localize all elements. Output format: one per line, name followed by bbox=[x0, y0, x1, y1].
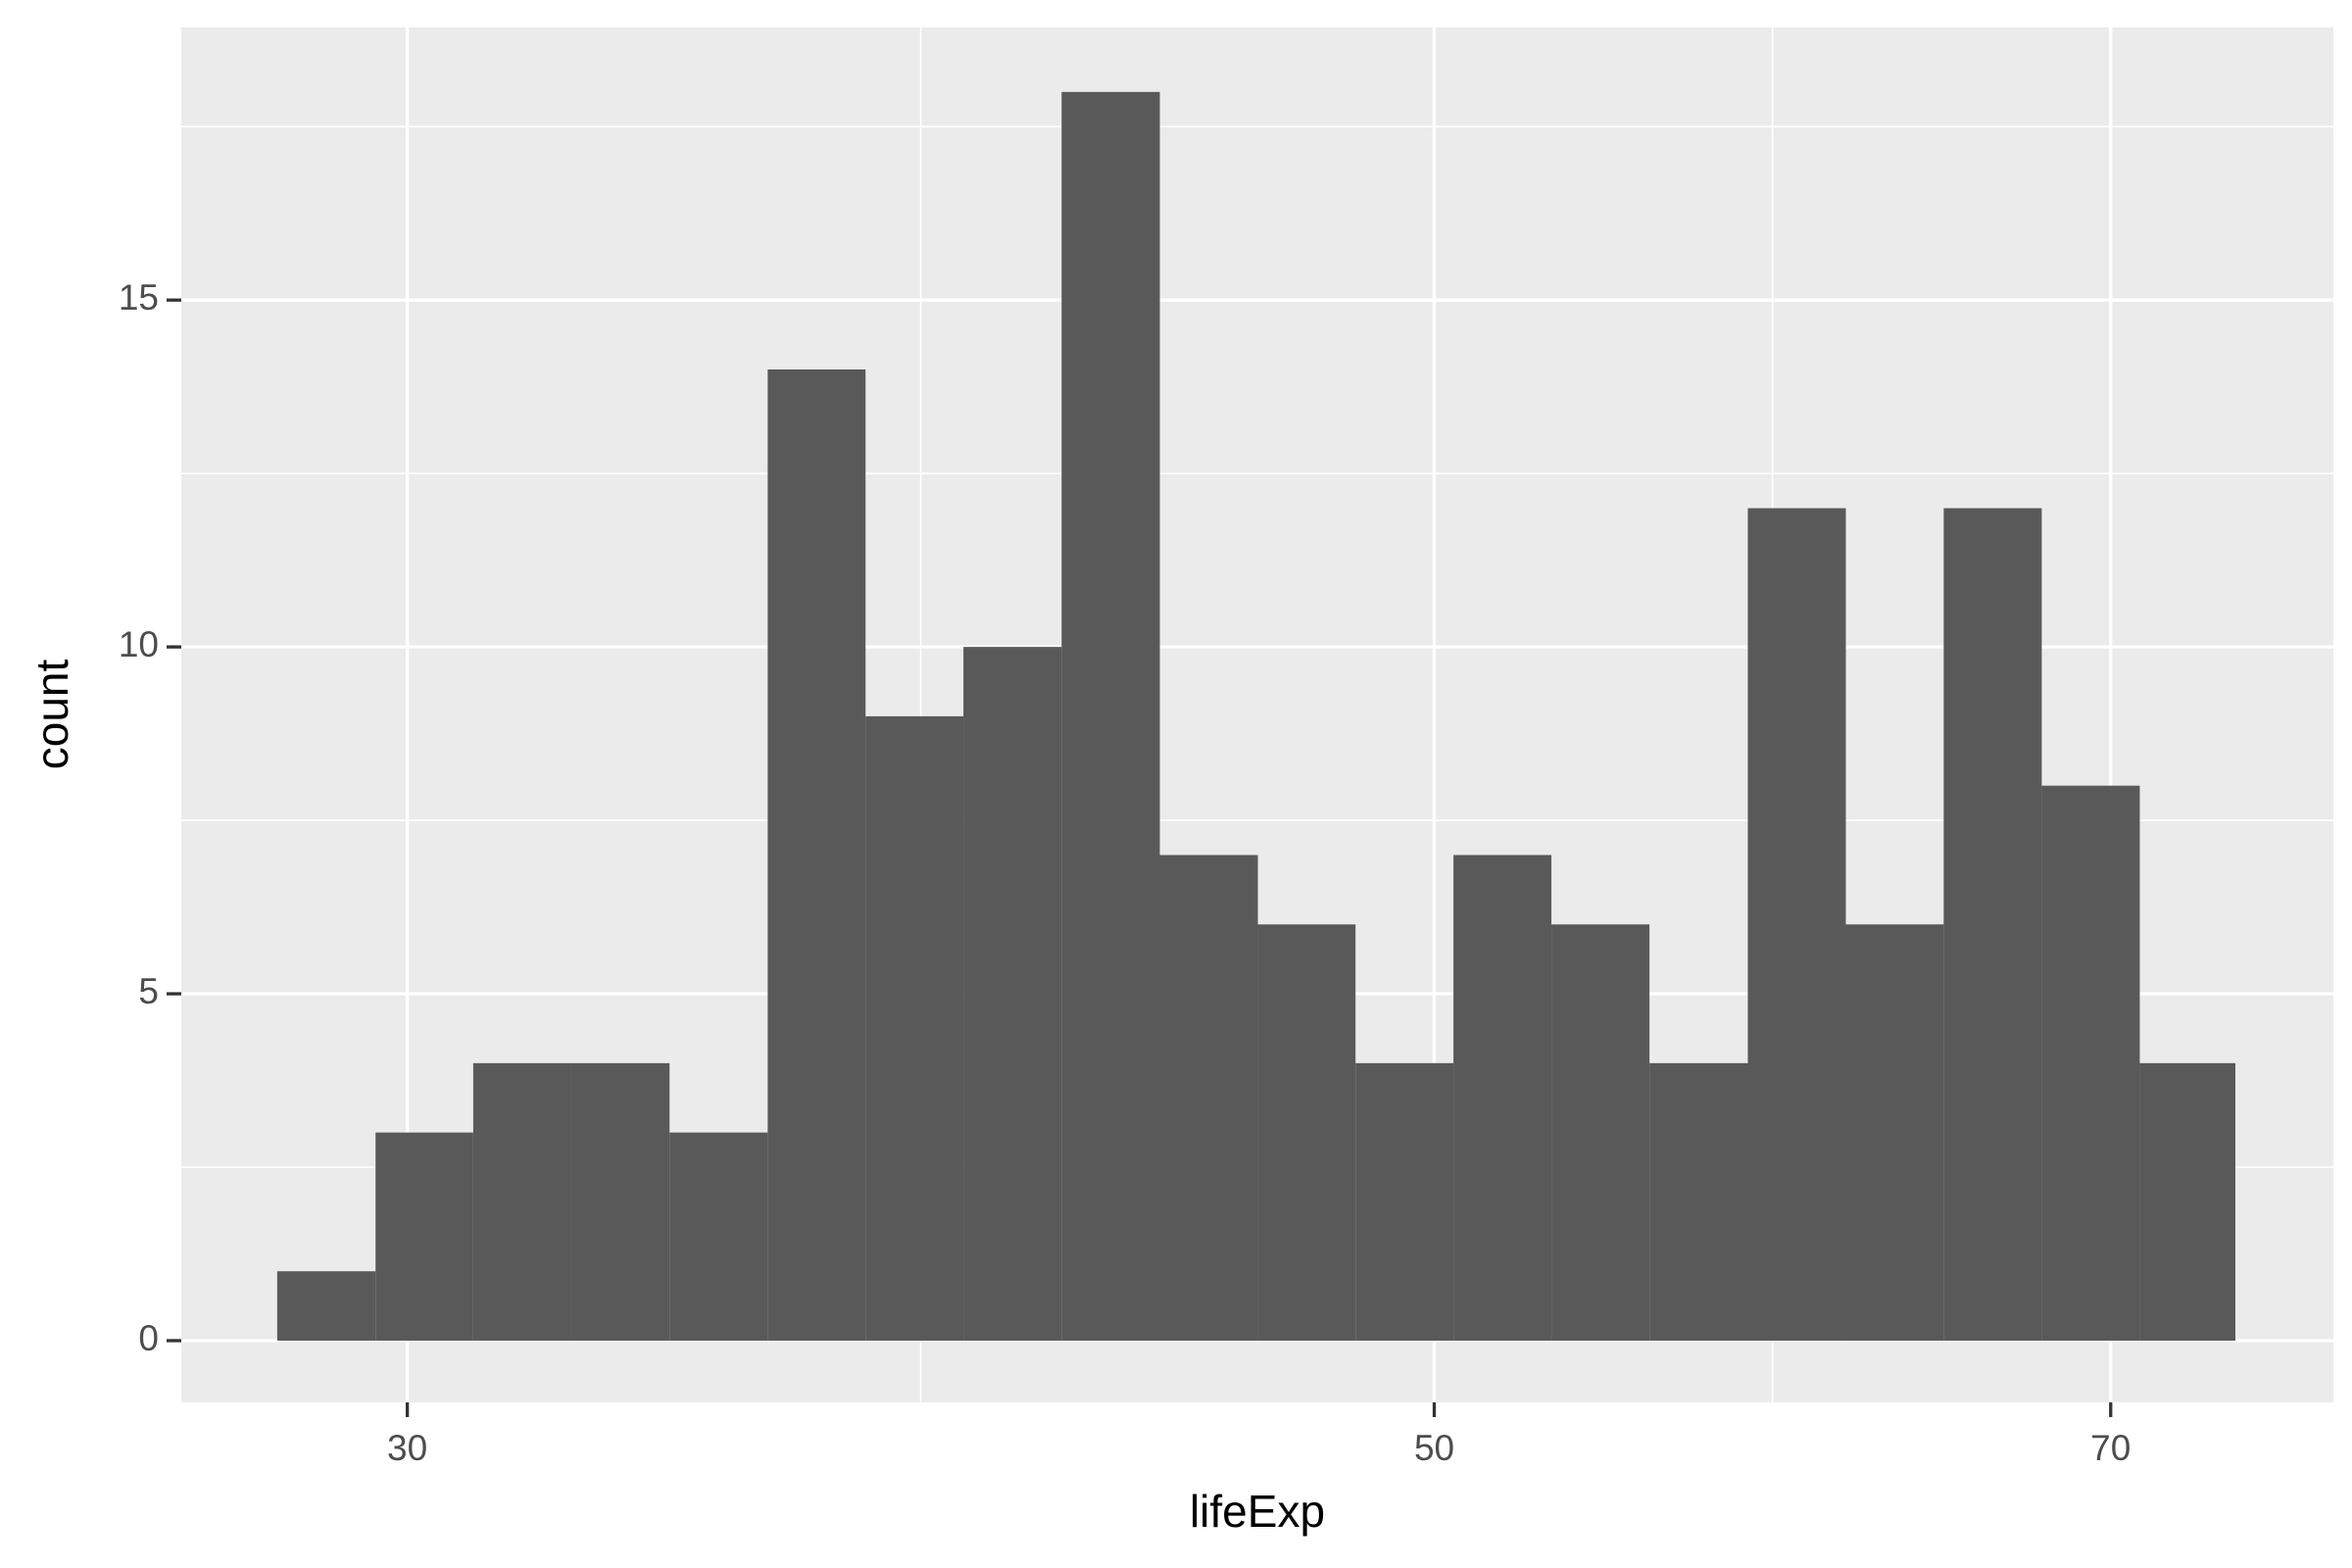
y-tick-label: 0 bbox=[138, 1318, 159, 1358]
histogram-bar bbox=[865, 715, 964, 1341]
histogram-bar bbox=[1649, 1062, 1748, 1341]
histogram-bar bbox=[767, 368, 866, 1341]
histogram-bar bbox=[1159, 855, 1258, 1341]
y-tick-label: 15 bbox=[119, 277, 159, 318]
histogram-bar bbox=[2041, 785, 2140, 1341]
histogram-bar bbox=[276, 1271, 376, 1341]
histogram-bar bbox=[963, 647, 1062, 1341]
histogram-bar bbox=[570, 1062, 670, 1341]
x-tick-label: 50 bbox=[1414, 1428, 1454, 1468]
x-tick-label: 30 bbox=[387, 1428, 427, 1468]
histogram-bar bbox=[1943, 508, 2042, 1341]
histogram-bar bbox=[1257, 924, 1356, 1341]
histogram-bar bbox=[375, 1132, 473, 1341]
histogram-bar bbox=[1453, 855, 1552, 1341]
y-tick-label: 10 bbox=[119, 624, 159, 664]
histogram-bar bbox=[2139, 1062, 2236, 1341]
y-tick-label: 5 bbox=[138, 971, 159, 1011]
y-axis-title: count bbox=[26, 660, 77, 770]
x-axis-title: lifeExp bbox=[1190, 1486, 1325, 1537]
histogram-bar bbox=[472, 1062, 571, 1341]
histogram-bar bbox=[669, 1132, 768, 1341]
histogram-bar bbox=[1747, 508, 1846, 1341]
histogram-bar bbox=[1061, 91, 1160, 1341]
histogram-bar bbox=[1551, 924, 1650, 1341]
histogram-bar bbox=[1845, 924, 1944, 1341]
x-tick-label: 70 bbox=[2090, 1428, 2131, 1468]
histogram-bar bbox=[1355, 1062, 1454, 1341]
